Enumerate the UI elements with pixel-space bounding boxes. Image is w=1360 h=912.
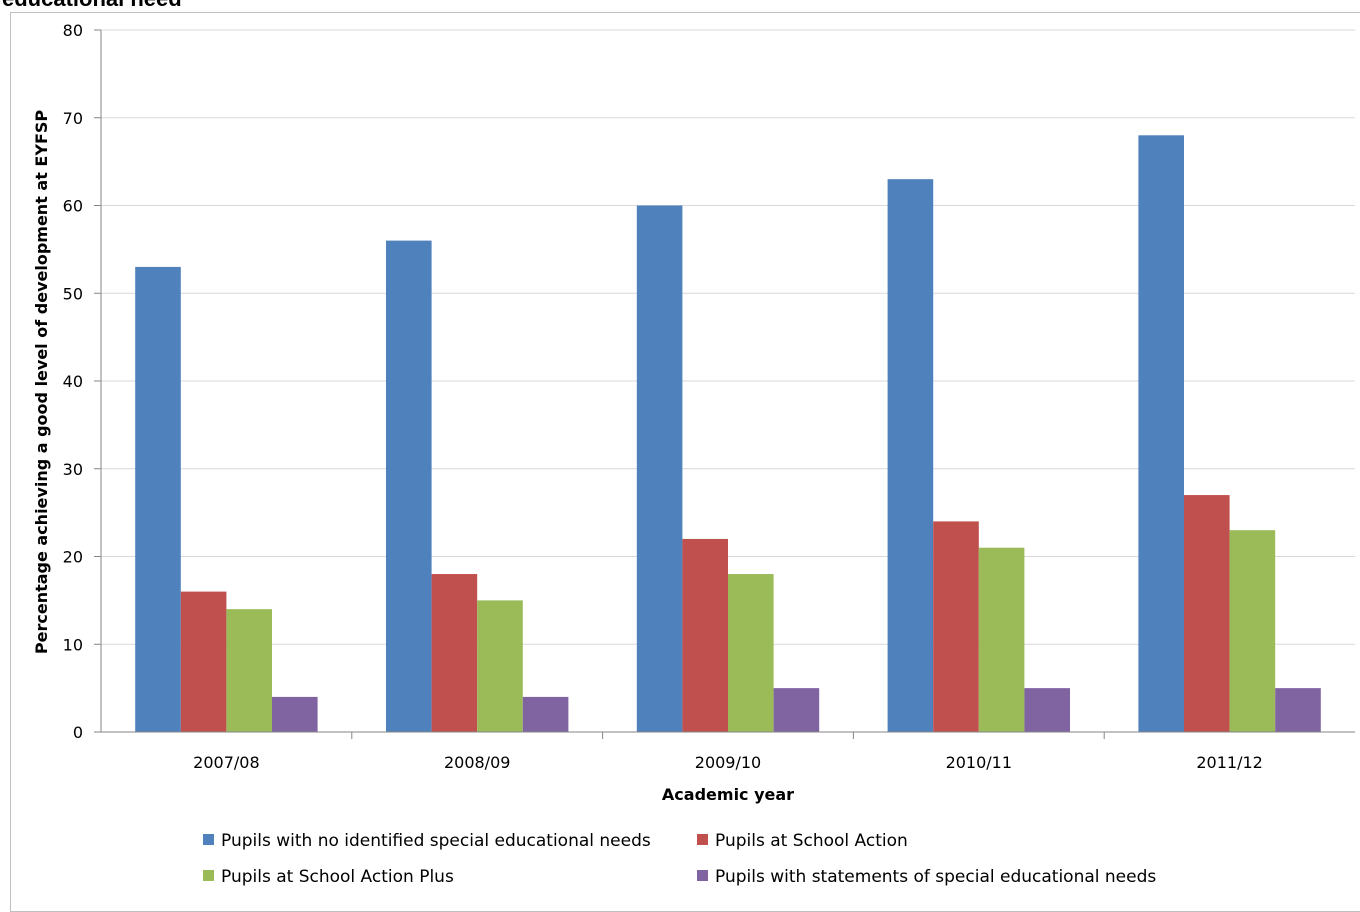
bar	[226, 609, 272, 732]
bar	[1184, 495, 1230, 732]
bar	[978, 547, 1025, 732]
y-tick-label: 10	[63, 635, 83, 654]
y-tick-label: 20	[63, 548, 83, 567]
bar	[682, 538, 728, 732]
legend-swatch	[697, 870, 708, 881]
y-tick-label: 0	[73, 723, 83, 742]
y-tick-label: 70	[63, 109, 83, 128]
y-tick-label: 40	[63, 372, 83, 391]
x-tick-label: 2011/12	[1196, 753, 1262, 772]
x-tick-label: 2008/09	[444, 753, 510, 772]
bar	[180, 591, 227, 732]
bar	[728, 574, 774, 732]
legend-label: Pupils at School Action	[715, 831, 908, 851]
bar	[636, 205, 683, 732]
y-tick-label: 50	[63, 284, 83, 303]
x-axis-title: Academic year	[662, 785, 794, 804]
bar	[1024, 688, 1070, 732]
chart-title: educational need	[2, 0, 182, 12]
bars	[135, 135, 1321, 733]
bar	[477, 600, 523, 732]
legend-swatch	[203, 870, 214, 881]
bar	[887, 179, 934, 733]
legend-swatch	[697, 834, 708, 845]
bar	[1275, 688, 1321, 732]
x-tick-label: 2007/08	[193, 753, 259, 772]
legend-label: Pupils with statements of special educat…	[715, 867, 1156, 887]
legend-label: Pupils with no identified special educat…	[221, 831, 651, 851]
legend: Pupils with no identified special educat…	[203, 831, 1156, 887]
bar	[773, 688, 820, 732]
axes	[94, 29, 1355, 739]
bar	[1138, 135, 1184, 733]
bar	[431, 574, 478, 732]
x-tick-label: 2009/10	[695, 753, 761, 772]
legend-label: Pupils at School Action Plus	[221, 867, 454, 887]
y-tick-label: 30	[63, 460, 83, 479]
bar	[1229, 530, 1276, 732]
bar	[272, 696, 318, 732]
bar	[135, 266, 181, 732]
bar	[933, 521, 979, 732]
bar	[522, 696, 569, 732]
y-axis-title: Percentage achieving a good level of dev…	[32, 110, 51, 655]
y-tick-label: 80	[63, 21, 83, 40]
x-tick-label: 2010/11	[946, 753, 1012, 772]
y-tick-label: 60	[63, 197, 83, 216]
x-tick-labels: 2007/08 2008/09 2009/10 2010/11 2011/12	[193, 753, 1263, 772]
legend-swatch	[203, 834, 214, 845]
bar	[386, 240, 432, 732]
y-tick-labels: 0 10 20 30 40 50 60 70 80	[63, 21, 83, 742]
